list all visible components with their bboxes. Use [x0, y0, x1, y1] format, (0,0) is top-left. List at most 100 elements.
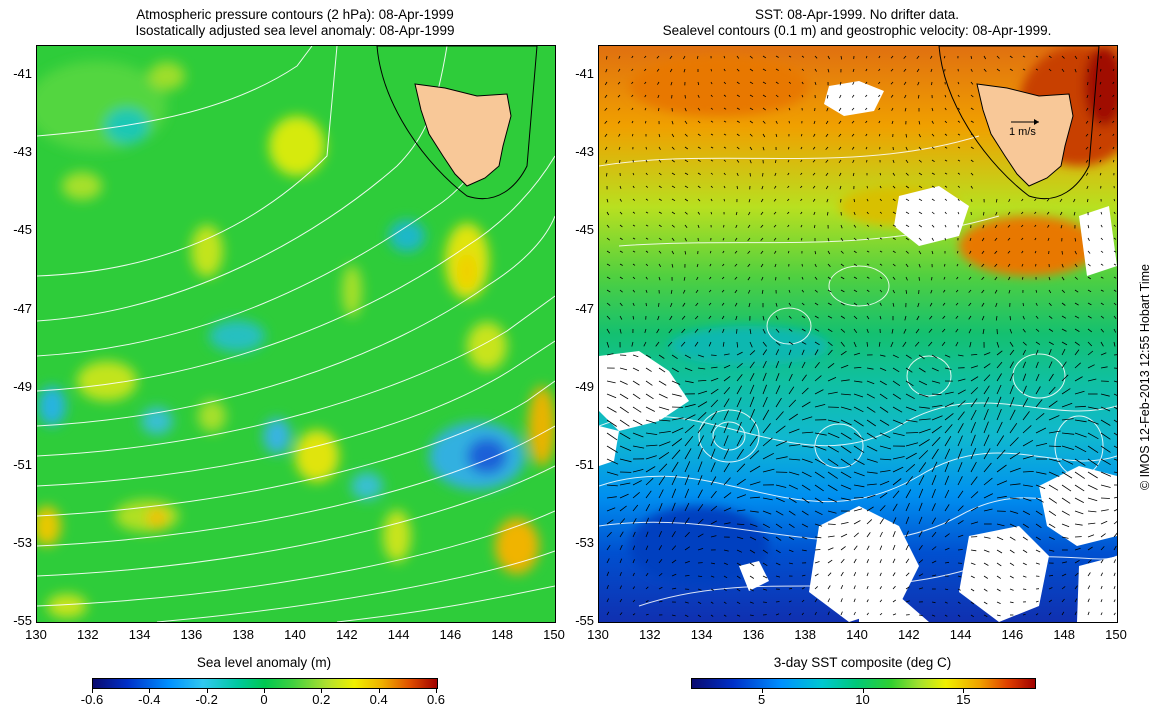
velocity-arrow: [631, 68, 634, 72]
velocity-arrow: [710, 366, 718, 369]
velocity-arrow: [775, 575, 781, 578]
velocity-arrow: [788, 349, 792, 356]
velocity-arrow: [801, 549, 807, 552]
velocity-arrow: [983, 493, 993, 499]
velocity-arrow: [931, 574, 937, 577]
velocity-arrow: [1087, 559, 1092, 564]
velocity-arrow: [684, 448, 692, 460]
velocity-arrow: [723, 159, 727, 162]
velocity-arrow: [1099, 81, 1102, 85]
velocity-arrow: [1048, 361, 1053, 369]
velocity-arrow: [787, 172, 790, 176]
velocity-arrow: [1048, 458, 1061, 463]
velocity-arrow: [749, 450, 760, 460]
velocity-arrow: [1022, 549, 1028, 553]
velocity-arrow: [1022, 398, 1029, 408]
velocity-arrow: [866, 185, 868, 189]
velocity-arrow: [827, 302, 832, 306]
velocity-arrow: [697, 489, 703, 499]
velocity-arrow: [1009, 483, 1021, 486]
velocity-arrow: [827, 377, 837, 382]
velocity-arrow: [736, 185, 738, 190]
velocity-arrow: [619, 458, 632, 463]
velocity-arrow: [668, 328, 673, 334]
velocity-arrow: [723, 601, 727, 604]
velocity-arrow: [814, 68, 817, 72]
velocity-arrow: [905, 572, 910, 577]
velocity-arrow: [1009, 384, 1014, 395]
velocity-arrow: [957, 185, 960, 188]
velocity-arrow: [762, 349, 768, 356]
velocity-arrow: [723, 107, 727, 110]
velocity-arrow: [604, 146, 608, 151]
velocity-arrow: [866, 585, 869, 590]
velocity-arrow: [944, 391, 954, 395]
velocity-arrow: [931, 237, 934, 241]
velocity-arrow: [747, 289, 751, 294]
velocity-arrow: [694, 341, 699, 347]
velocity-arrow: [957, 250, 959, 254]
velocity-arrow: [1022, 484, 1033, 487]
velocity-arrow: [879, 302, 882, 306]
velocity-arrow: [683, 55, 686, 60]
velocity-arrow: [788, 302, 792, 306]
velocity-arrow: [944, 146, 948, 149]
velocity-arrow: [852, 172, 855, 177]
velocity-arrow: [671, 516, 676, 525]
velocity-arrow: [749, 172, 751, 177]
velocity-arrow: [747, 263, 751, 268]
velocity-arrow: [866, 237, 870, 240]
velocity-arrow: [814, 263, 817, 268]
velocity-arrow: [606, 598, 609, 603]
velocity-arrow: [866, 599, 869, 603]
velocity-arrow: [760, 237, 764, 241]
velocity-arrow: [697, 133, 701, 137]
velocity-arrow: [1074, 328, 1080, 332]
velocity-arrow: [645, 477, 654, 486]
velocity-arrow: [775, 497, 785, 503]
velocity-arrow: [866, 315, 870, 320]
left-y-tick-label: -55: [13, 613, 32, 628]
velocity-arrow: [723, 588, 727, 592]
velocity-arrow: [970, 398, 978, 408]
velocity-arrow: [734, 289, 738, 294]
velocity-arrow: [671, 474, 677, 486]
velocity-arrow: [957, 588, 961, 591]
velocity-arrow: [644, 107, 647, 111]
velocity-arrow: [606, 250, 611, 254]
velocity-arrow: [944, 263, 946, 267]
velocity-arrow: [1048, 373, 1054, 382]
tasmania-landmass-right: [976, 83, 1074, 187]
velocity-arrow: [684, 502, 690, 512]
velocity-arrow: [983, 408, 989, 421]
velocity-arrow: [890, 341, 894, 348]
velocity-arrow: [892, 159, 895, 163]
velocity-arrow: [800, 224, 803, 228]
velocity-arrow: [970, 159, 974, 163]
velocity-arrow: [996, 495, 1007, 499]
velocity-arrow: [721, 302, 725, 306]
velocity-arrow: [892, 289, 895, 294]
velocity-arrow: [892, 531, 896, 538]
velocity-arrow: [853, 250, 857, 254]
velocity-arrow: [879, 480, 890, 486]
velocity-arrow: [1087, 328, 1093, 333]
velocity-arrow: [619, 493, 629, 499]
velocity-arrow: [787, 159, 790, 163]
velocity-arrow: [903, 328, 907, 334]
velocity-arrow: [606, 289, 611, 293]
velocity-arrow: [671, 263, 674, 268]
velocity-arrow: [606, 432, 618, 441]
velocity-arrow: [827, 362, 835, 369]
velocity-arrow: [710, 81, 713, 85]
velocity-arrow: [1009, 55, 1013, 59]
velocity-arrow: [970, 354, 978, 356]
velocity-arrow: [892, 503, 898, 512]
velocity-arrow: [1087, 378, 1097, 382]
velocity-arrow: [918, 211, 923, 215]
velocity-arrow: [1009, 523, 1017, 528]
velocity-arrow: [866, 506, 874, 512]
velocity-arrow: [658, 600, 663, 603]
tasmania-landmass: [414, 83, 512, 187]
velocity-arrow: [749, 361, 755, 369]
